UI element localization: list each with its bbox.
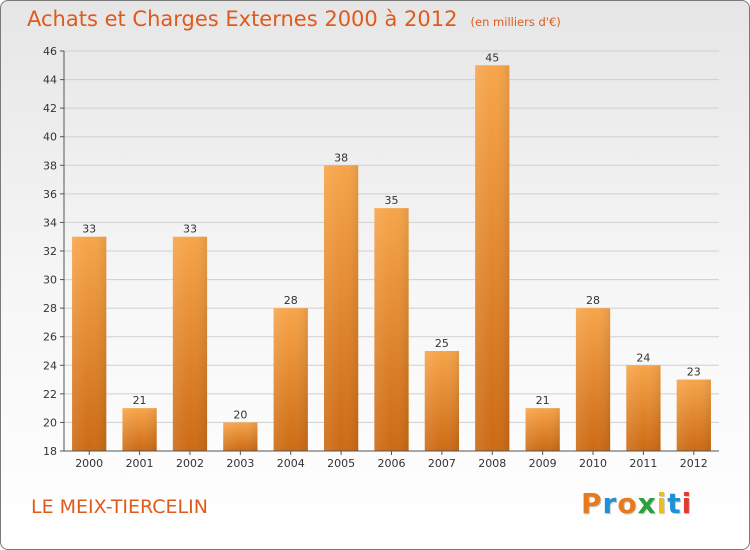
- x-tick-label: 2010: [579, 457, 607, 470]
- brand-letter: i: [681, 487, 693, 520]
- data-label: 24: [636, 351, 650, 364]
- y-tick-label: 32: [43, 245, 57, 258]
- y-tick-label: 30: [43, 274, 57, 287]
- y-tick-label: 44: [43, 74, 57, 87]
- place-name: LE MEIX-TIERCELIN: [31, 496, 208, 518]
- y-tick-label: 18: [43, 445, 57, 458]
- x-tick-label: 2002: [176, 457, 204, 470]
- chart-subtitle: (en milliers d'€): [470, 15, 561, 29]
- y-tick-label: 38: [43, 159, 57, 172]
- bar-shade-2008: [475, 65, 510, 452]
- x-tick-label: 2012: [680, 457, 708, 470]
- brand-letter: o: [617, 487, 638, 520]
- x-tick-label: 2011: [629, 457, 657, 470]
- x-tick-label: 2004: [277, 457, 305, 470]
- y-tick-label: 26: [43, 331, 57, 344]
- bar-shade-2000: [72, 236, 107, 451]
- x-tick-label: 2000: [75, 457, 103, 470]
- y-tick-label: 46: [43, 45, 57, 58]
- brand-letter: i: [656, 487, 668, 520]
- x-tick-label: 2001: [126, 457, 154, 470]
- bar-shade-2010: [575, 308, 611, 451]
- bar-shade-2007: [424, 351, 460, 451]
- bar-shade-2002: [172, 236, 208, 451]
- bar-shade-2001: [122, 408, 157, 451]
- y-tick-label: 20: [43, 416, 57, 429]
- bar-shade-2006: [374, 208, 409, 451]
- data-label: 35: [385, 194, 399, 207]
- data-label: 45: [485, 51, 499, 64]
- brand-letter: r: [602, 487, 618, 520]
- y-tick-label: 22: [43, 388, 57, 401]
- data-label: 25: [435, 337, 449, 350]
- brand-logo: Proxiti: [581, 487, 692, 520]
- x-tick-label: 2009: [529, 457, 557, 470]
- bar-shade-2009: [525, 408, 560, 451]
- brand-letter: t: [667, 487, 682, 520]
- x-tick-label: 2003: [226, 457, 254, 470]
- title-row: Achats et Charges Externes 2000 à 2012 (…: [27, 7, 561, 31]
- y-tick-label: 28: [43, 302, 57, 315]
- x-tick-label: 2006: [378, 457, 406, 470]
- brand-letter: P: [581, 487, 603, 520]
- bar-shade-2004: [273, 308, 308, 451]
- axis-layer: 18 20 22 24 26 28 30 32 34 36 38 40 42 44 46 2000 2001 20…: [43, 45, 719, 470]
- data-label: 28: [284, 294, 298, 307]
- data-label: 20: [233, 408, 247, 421]
- data-label: 33: [183, 223, 197, 236]
- bar-layer: 33 21 33 20 28 38 35 25 45 21 28 24 23: [72, 51, 711, 452]
- data-label: 28: [586, 294, 600, 307]
- data-label: 21: [536, 394, 550, 407]
- x-tick-label: 2007: [428, 457, 456, 470]
- y-tick-label: 24: [43, 359, 57, 372]
- bar-shade-2012: [676, 379, 711, 451]
- bar-shade-2011: [626, 365, 661, 451]
- chart-title: Achats et Charges Externes 2000 à 2012: [27, 7, 458, 31]
- y-tick-label: 36: [43, 188, 57, 201]
- data-label: 38: [334, 151, 348, 164]
- bar-shade-2005: [323, 165, 359, 452]
- brand-letter: x: [637, 487, 657, 520]
- data-label: 23: [687, 366, 701, 379]
- bar-shade-2003: [223, 422, 258, 451]
- x-tick-label: 2008: [478, 457, 506, 470]
- data-label: 21: [133, 394, 147, 407]
- y-tick-label: 34: [43, 216, 57, 229]
- x-tick-label: 2005: [327, 457, 355, 470]
- data-label: 33: [82, 223, 96, 236]
- y-tick-label: 40: [43, 131, 57, 144]
- y-tick-label: 42: [43, 102, 57, 115]
